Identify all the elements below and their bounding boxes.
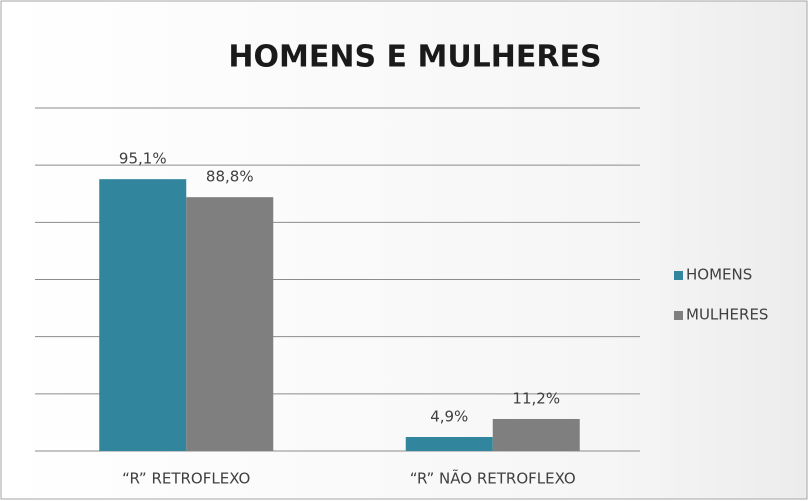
- legend-label: HOMENS: [686, 266, 752, 284]
- legend-swatch: [674, 311, 683, 320]
- bar: [405, 436, 493, 451]
- value-label: 95,1%: [119, 150, 167, 168]
- legend-swatch: [674, 271, 683, 280]
- bar: [99, 179, 187, 452]
- value-label: 4,9%: [430, 407, 468, 425]
- bar: [492, 418, 580, 451]
- value-label: 11,2%: [512, 389, 560, 407]
- chart-title: HOMENS E MULHERES: [228, 40, 601, 75]
- value-label: 88,8%: [206, 168, 254, 186]
- x-tick-label: “R” RETROFLEXO: [122, 470, 250, 488]
- legend-label: MULHERES: [686, 306, 768, 324]
- x-tick-label: “R” NÃO RETROFLEXO: [410, 469, 576, 488]
- bar: [186, 197, 274, 451]
